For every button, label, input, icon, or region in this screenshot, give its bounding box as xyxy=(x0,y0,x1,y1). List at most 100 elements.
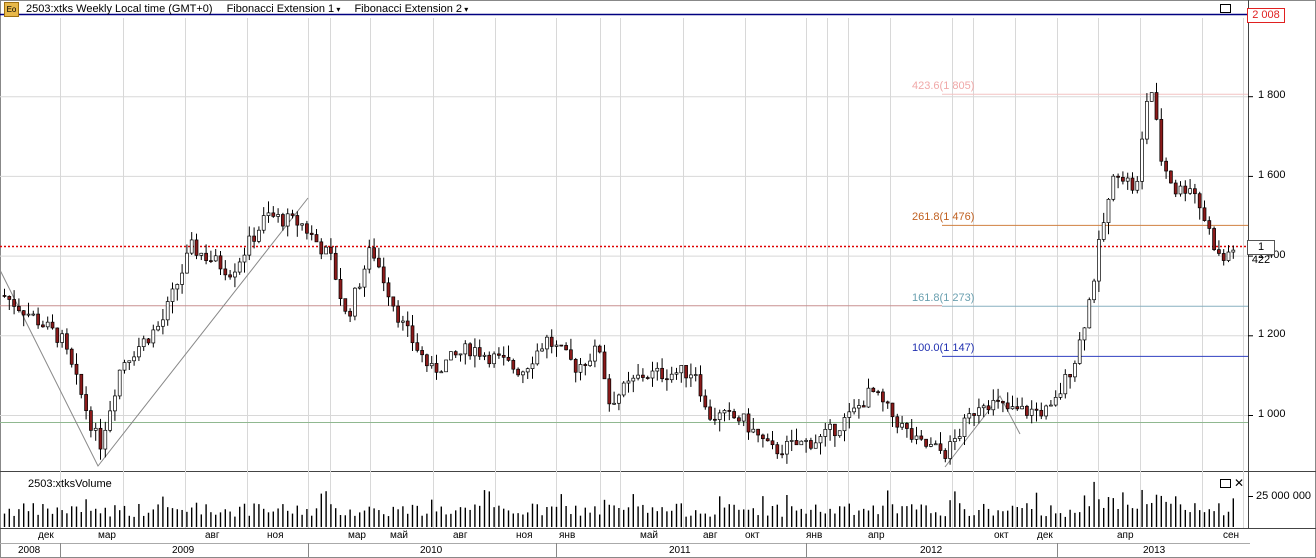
volume-panel-title: 2503:xtksVolume xyxy=(28,478,112,490)
candle-body xyxy=(593,345,597,362)
candle-body xyxy=(175,284,180,290)
candle-body xyxy=(309,232,314,235)
candle-body xyxy=(809,440,813,449)
candle-body xyxy=(549,336,554,347)
candle-body xyxy=(957,436,962,439)
month-label: авг xyxy=(205,530,220,541)
candle-body xyxy=(487,354,492,365)
candle-body xyxy=(905,423,909,429)
candle-body xyxy=(617,394,621,404)
candle-body xyxy=(1101,222,1106,240)
candle-body xyxy=(770,440,775,446)
maximize-volume-panel-icon[interactable] xyxy=(1220,479,1231,488)
candle-body xyxy=(1111,175,1116,200)
candle-body xyxy=(165,301,170,321)
candle-body xyxy=(972,413,976,416)
candle-body xyxy=(1193,188,1197,195)
candle-body xyxy=(1169,170,1173,184)
candle-body xyxy=(204,252,208,261)
year-label: 2011 xyxy=(669,545,691,556)
candle-body xyxy=(1231,249,1236,253)
candle-body xyxy=(1178,185,1183,195)
candle-body xyxy=(314,234,319,243)
candle-body xyxy=(953,438,957,443)
candle-body xyxy=(55,327,60,343)
candle-body xyxy=(732,411,736,419)
candle-body xyxy=(588,360,592,366)
candle-body xyxy=(837,430,842,437)
candle-body xyxy=(900,423,904,428)
volume-axis-label: 25 000 000 xyxy=(1256,490,1312,502)
candle-body xyxy=(569,349,573,360)
candle-body xyxy=(1116,175,1120,178)
candle-body xyxy=(69,348,74,365)
candle-body xyxy=(1053,397,1058,406)
candle-body xyxy=(305,223,309,234)
candle-body xyxy=(17,306,21,311)
candle-body xyxy=(60,333,64,343)
candle-body xyxy=(713,418,717,421)
month-label: янв xyxy=(559,530,576,541)
candle-body xyxy=(981,405,986,409)
fib-extension-2-menu[interactable]: Fibonacci Extension 2 xyxy=(354,3,468,15)
candle-body xyxy=(386,282,391,298)
candle-body xyxy=(1087,299,1092,329)
candle-body xyxy=(1154,92,1159,120)
candle-body xyxy=(631,377,636,382)
month-label: апр xyxy=(1117,530,1134,541)
candle-body xyxy=(65,333,69,350)
candle-body xyxy=(497,353,501,356)
candle-body xyxy=(794,440,799,446)
top-line-price-tag: 2 008 xyxy=(1247,8,1285,23)
candle-body xyxy=(943,450,948,459)
month-label: май xyxy=(640,530,659,541)
candle-body xyxy=(756,428,760,436)
candle-body xyxy=(108,410,112,431)
candle-body xyxy=(1130,177,1135,191)
month-label: окт xyxy=(994,530,1009,541)
candle-body xyxy=(1010,406,1015,410)
close-volume-panel-icon[interactable]: ✕ xyxy=(1234,476,1245,490)
symbol-menu[interactable]: 2503:xtks Weekly Local time (GMT+0) xyxy=(26,3,213,15)
candle-body xyxy=(789,440,794,442)
candle-body xyxy=(1135,180,1140,191)
maximize-price-panel-icon[interactable] xyxy=(1220,4,1231,13)
candle-body xyxy=(194,239,199,256)
candle-body xyxy=(938,443,943,451)
candle-body xyxy=(737,417,741,422)
candle-body xyxy=(377,257,381,268)
candle-body xyxy=(362,268,367,288)
candle-body xyxy=(266,212,271,216)
candle-body xyxy=(420,350,424,356)
candle-body xyxy=(41,324,45,328)
candle-body xyxy=(415,342,420,351)
candle-body xyxy=(1106,198,1111,223)
candle-body xyxy=(185,252,189,274)
candle-body xyxy=(247,235,252,256)
candle-body xyxy=(1197,193,1202,209)
candle-body xyxy=(372,247,376,259)
candle-body xyxy=(679,365,684,374)
candle-body xyxy=(295,215,300,226)
candle-body xyxy=(890,402,895,418)
price-axis-label: 1 800 xyxy=(1258,89,1286,101)
candle-body xyxy=(1140,138,1144,182)
candle-body xyxy=(1068,374,1072,378)
candle-body xyxy=(410,325,415,344)
year-label: 2013 xyxy=(1143,545,1166,556)
candle-body xyxy=(1183,185,1188,194)
candle-body xyxy=(319,241,324,255)
candle-body xyxy=(727,410,732,412)
candle-body xyxy=(559,344,564,347)
candle-body xyxy=(525,368,530,373)
candle-body xyxy=(1188,188,1192,194)
fib-extension-1-menu[interactable]: Fibonacci Extension 1 xyxy=(227,3,341,15)
candle-body xyxy=(698,374,703,397)
candle-body xyxy=(343,298,348,312)
candle-body xyxy=(530,363,535,370)
candle-body xyxy=(924,438,928,447)
candle-body xyxy=(228,274,232,278)
candle-body xyxy=(933,443,938,446)
candle-body xyxy=(45,321,50,328)
